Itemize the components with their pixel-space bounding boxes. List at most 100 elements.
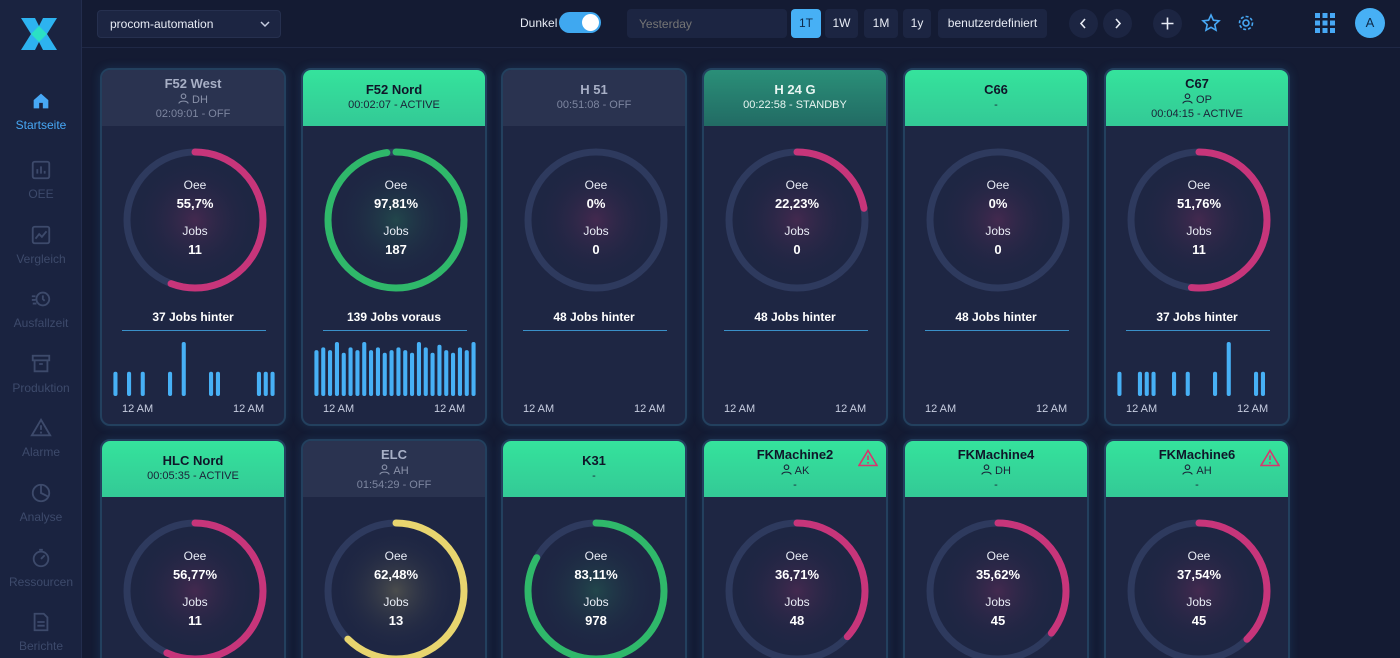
oee-label: Oee xyxy=(584,549,608,563)
gauge-values: Oee 62,48% Jobs 13 xyxy=(321,516,471,658)
job-bar xyxy=(451,352,456,396)
sidebar: Startseite OEE Vergleich Ausfallzeit Pro… xyxy=(0,0,82,658)
jobs-value: 45 xyxy=(1191,613,1207,628)
jobs-label: Jobs xyxy=(784,595,810,609)
jobs-label: Jobs xyxy=(985,224,1011,238)
sidebar-item-startseite[interactable]: Startseite xyxy=(0,90,82,150)
card-header: FKMachine6 AH - xyxy=(1106,441,1288,497)
stopwatch-icon xyxy=(31,291,51,307)
oee-label: Oee xyxy=(986,549,1010,563)
jobs-value: 187 xyxy=(385,242,407,257)
oee-value: 83,11% xyxy=(574,567,618,582)
sidebar-item-ressourcen[interactable]: Ressourcen xyxy=(0,547,82,607)
oee-gauge xyxy=(926,148,1070,292)
jobs-value: 0 xyxy=(592,242,600,257)
sidebar-item-ausfallzeit[interactable]: Ausfallzeit xyxy=(0,288,82,348)
job-bar xyxy=(341,352,346,396)
range-button-1w[interactable]: 1W xyxy=(825,9,858,38)
divider xyxy=(1126,330,1270,331)
sidebar-item-label: Vergleich xyxy=(16,252,66,266)
oee-value: 35,62% xyxy=(975,567,1021,582)
topbar: procom-automation Dunkel 1T 1W 1M 1y ben… xyxy=(82,0,1400,48)
sidebar-item-alarme[interactable]: Alarme xyxy=(0,417,82,477)
sidebar-item-oee[interactable]: OEE xyxy=(0,159,82,219)
sidebar-item-label: Produktion xyxy=(12,381,70,395)
job-bar xyxy=(1117,371,1122,396)
oee-gauge xyxy=(524,519,668,658)
job-bar xyxy=(328,350,333,396)
machine-card[interactable]: HLC Nord 00:05:35 - ACTIVE Oee 56,77% Jobs 11 xyxy=(100,439,286,658)
job-bar xyxy=(215,371,220,396)
job-bar xyxy=(1185,371,1190,396)
date-input[interactable] xyxy=(627,9,787,38)
sidebar-item-berichte[interactable]: Berichte xyxy=(0,611,82,658)
organization-select[interactable]: procom-automation xyxy=(97,10,281,38)
range-button-1y[interactable]: 1y xyxy=(903,9,931,38)
app-grid-icon[interactable] xyxy=(1314,12,1336,34)
range-button-custom[interactable]: benutzerdefiniert xyxy=(938,9,1047,38)
warning-icon[interactable] xyxy=(1260,449,1280,467)
person-icon xyxy=(379,464,390,475)
range-button-1t[interactable]: 1T xyxy=(791,9,821,38)
machine-card[interactable]: ELC AH 01:54:29 - OFF Oee 62,48% Jobs 13 xyxy=(301,439,487,658)
star-icon[interactable] xyxy=(1201,13,1221,33)
machine-card[interactable]: FKMachine6 AH - Oee 37,54% Jobs 45 xyxy=(1104,439,1290,658)
gauge-values: Oee 55,7% Jobs 11 xyxy=(120,145,270,295)
jobs-difference: 139 Jobs voraus xyxy=(346,310,442,324)
sidebar-item-analyse[interactable]: Analyse xyxy=(0,482,82,542)
organization-value: procom-automation xyxy=(110,17,214,31)
jobs-value: 48 xyxy=(789,613,805,628)
sidebar-item-label: Ausfallzeit xyxy=(13,316,69,330)
sidebar-item-produktion[interactable]: Produktion xyxy=(0,353,82,413)
user-avatar[interactable]: A xyxy=(1355,8,1385,38)
job-bar xyxy=(334,342,339,396)
machine-card[interactable]: FKMachine4 DH - Oee 35,62% Jobs 45 xyxy=(903,439,1089,658)
jobs-label: Jobs xyxy=(985,595,1011,609)
plus-icon xyxy=(1161,17,1174,30)
machine-card[interactable]: H 24 G 00:22:58 - STANDBY Oee 22,23% Jobs 0 48… xyxy=(702,68,888,426)
machine-name: C67 xyxy=(1185,76,1209,91)
gauge-values: Oee 37,54% Jobs 45 xyxy=(1124,516,1274,658)
job-bar xyxy=(256,371,261,396)
range-button-1m[interactable]: 1M xyxy=(864,9,898,38)
oee-value: 22,23% xyxy=(774,196,820,211)
job-bar xyxy=(396,347,401,396)
job-bar xyxy=(362,342,367,396)
oee-arc xyxy=(1127,148,1271,292)
operator-initials: AH xyxy=(393,465,409,477)
app-logo[interactable] xyxy=(19,16,59,52)
machine-card[interactable]: FKMachine2 AK - Oee 36,71% Jobs 48 xyxy=(702,439,888,658)
divider xyxy=(724,330,868,331)
oee-arc xyxy=(123,519,267,658)
machine-card[interactable]: C66 - Oee 0% Jobs 0 48 Jobs hinter 12 AM 12 AM xyxy=(903,68,1089,426)
sidebar-item-label: Ressourcen xyxy=(8,575,74,589)
job-bar xyxy=(209,371,214,396)
card-header: HLC Nord 00:05:35 - ACTIVE xyxy=(102,441,284,497)
warning-icon[interactable] xyxy=(858,449,878,467)
oee-arc xyxy=(725,148,869,292)
previous-button[interactable] xyxy=(1069,9,1098,38)
next-button[interactable] xyxy=(1103,9,1132,38)
settings-gear-icon[interactable] xyxy=(1236,13,1256,33)
job-bar xyxy=(423,347,428,396)
machine-card[interactable]: F52 Nord 00:02:07 - ACTIVE Oee 97,81% Jobs 18… xyxy=(301,68,487,426)
machine-card[interactable]: C67 OP 00:04:15 - ACTIVE Oee 51,76% Jobs 11 37 … xyxy=(1104,68,1290,426)
add-button[interactable] xyxy=(1153,9,1182,38)
machine-card[interactable]: K31 - Oee 83,11% Jobs 978 xyxy=(501,439,687,658)
dark-mode-label: Dunkel xyxy=(520,16,558,30)
oee-value: 0% xyxy=(988,196,1008,211)
machine-name: FKMachine4 xyxy=(957,447,1035,462)
operator: AH xyxy=(1106,464,1288,477)
card-header: K31 - xyxy=(503,441,685,497)
bar-chart-icon xyxy=(31,160,51,180)
machine-card[interactable]: F52 West DH 02:09:01 - OFF Oee 55,7% Jobs 11 37… xyxy=(100,68,286,426)
dark-mode-toggle[interactable] xyxy=(559,12,601,33)
sidebar-item-vergleich[interactable]: Vergleich xyxy=(0,224,82,284)
job-bar xyxy=(263,371,268,396)
machine-status: - xyxy=(592,470,596,482)
jobs-value: 11 xyxy=(188,613,202,628)
machine-card[interactable]: H 51 00:51:08 - OFF Oee 0% Jobs 0 48 Jobs hint… xyxy=(501,68,687,426)
job-bar xyxy=(1144,371,1149,396)
oee-gauge xyxy=(123,519,267,658)
job-bar xyxy=(321,347,326,396)
